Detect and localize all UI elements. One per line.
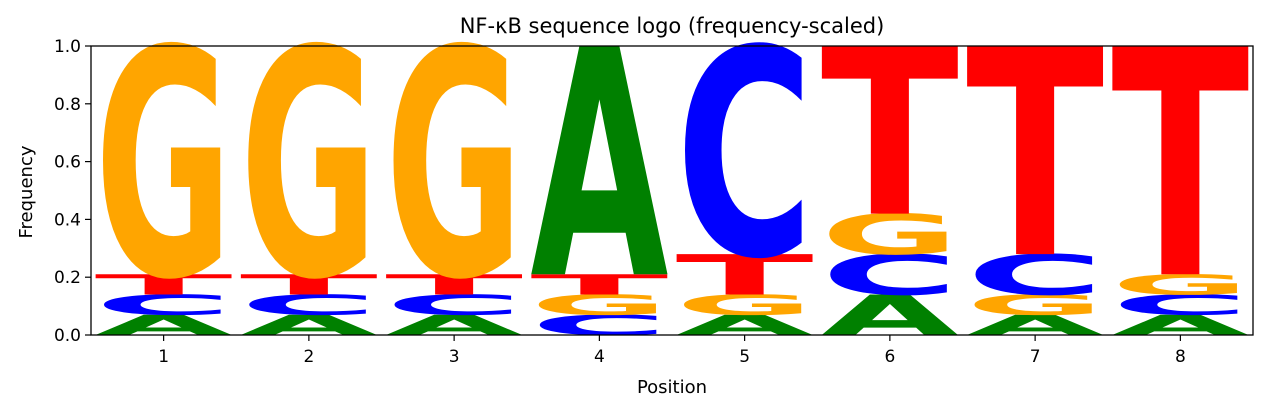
logo-letter-g: G bbox=[676, 289, 814, 321]
y-tick-label: 1.0 bbox=[54, 37, 81, 57]
x-axis-title: Position bbox=[637, 377, 707, 398]
y-tick-label: 0.6 bbox=[54, 153, 81, 173]
y-tick-label: 0.2 bbox=[54, 268, 81, 288]
x-tick-label: 1 bbox=[158, 347, 169, 367]
logo-letter-g: G bbox=[966, 289, 1104, 321]
logo-letter-g: G bbox=[95, 0, 233, 349]
x-tick-label: 7 bbox=[1030, 347, 1041, 367]
logo-letter-g: G bbox=[385, 0, 523, 349]
y-tick-label: 0.4 bbox=[54, 210, 81, 230]
logo-letter-c: C bbox=[966, 243, 1104, 308]
logo-letter-c: C bbox=[385, 289, 523, 321]
x-tick-label: 4 bbox=[594, 347, 605, 367]
logo-letter-t: T bbox=[676, 243, 814, 308]
logo-letter-t: T bbox=[821, 1, 959, 269]
plot-frame bbox=[90, 45, 1254, 336]
logo-letter-t: T bbox=[530, 269, 668, 301]
x-tick-label: 6 bbox=[884, 347, 895, 367]
x-axis: 1 2 3 4 5 6 7 8 bbox=[158, 335, 1186, 367]
logo-letter-g: G bbox=[821, 203, 959, 268]
logo-letter-c: C bbox=[95, 289, 233, 321]
x-tick-label: 3 bbox=[449, 347, 460, 367]
y-axis: 0.0 0.2 0.4 0.6 0.8 1.0 bbox=[54, 37, 91, 346]
logo-letter-t: T bbox=[95, 269, 233, 301]
logo-letter-c: C bbox=[821, 243, 959, 308]
logo-letter-t: T bbox=[966, 0, 1104, 322]
y-axis-title: Frequency bbox=[16, 145, 37, 238]
logo-letter-t: T bbox=[385, 269, 523, 301]
logo-letter-g: G bbox=[1111, 269, 1249, 301]
logo-letter-t: T bbox=[240, 269, 378, 301]
logo-letter-t: T bbox=[1111, 0, 1250, 349]
logo-letter-c: C bbox=[676, 0, 814, 321]
y-tick-label: 0.8 bbox=[54, 95, 81, 115]
x-tick-label: 2 bbox=[303, 347, 314, 367]
x-tick-label: 8 bbox=[1175, 347, 1186, 367]
x-tick-label: 5 bbox=[739, 347, 750, 367]
logo-letter-g: G bbox=[530, 289, 668, 321]
logo-letter-c: C bbox=[240, 289, 378, 321]
logo-letter-c: C bbox=[1111, 289, 1249, 321]
logo-letter-a: A bbox=[530, 0, 668, 349]
logo-letter-g: G bbox=[240, 0, 378, 349]
chart-title: NF-κB sequence logo (frequency-scaled) bbox=[460, 14, 885, 38]
y-tick-label: 0.0 bbox=[54, 326, 81, 346]
